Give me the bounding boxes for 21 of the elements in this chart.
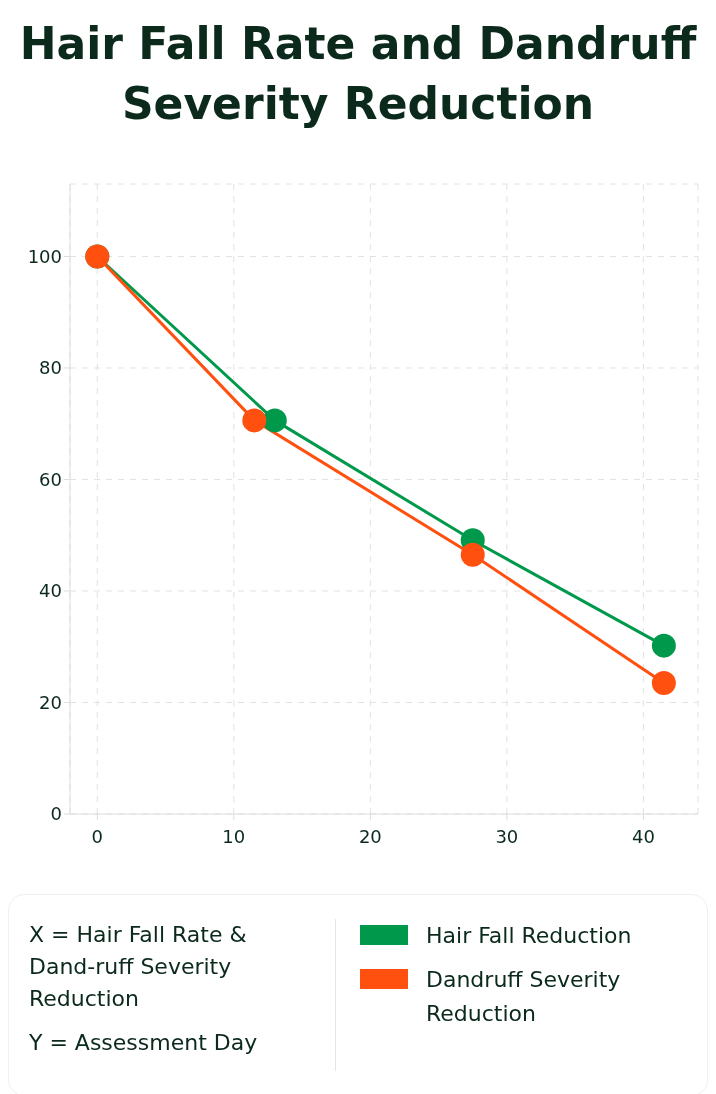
- x-tick-label: 30: [495, 825, 519, 847]
- legend-label: Dandruff Severity Reduction: [426, 966, 622, 1028]
- point: [651, 670, 676, 695]
- text: X = Hair Fall Rate & Dand-ruff Severity Reduction: [29, 921, 248, 1013]
- x-tick-label: 40: [631, 825, 655, 847]
- y-tick-label: 0: [50, 803, 62, 825]
- point: [651, 633, 676, 658]
- legend-label: Hair Fall Reduction: [426, 922, 632, 950]
- y-tick-label: 40: [39, 580, 62, 602]
- point: [262, 408, 287, 433]
- y-tick-label: 20: [39, 691, 62, 713]
- x-tick-label: 10: [222, 825, 246, 847]
- x-tick-label: 0: [91, 825, 104, 847]
- y-tick-label: 100: [27, 245, 62, 267]
- point: [242, 408, 267, 433]
- y-tick-label: 60: [39, 468, 62, 490]
- text: Y = Assessment Day: [29, 1029, 259, 1057]
- y-tick-label: 80: [39, 357, 62, 379]
- chart-title: Hair Fall Rate and Dandruff Severity Reduction: [18, 17, 698, 131]
- x-tick-label: 20: [358, 825, 382, 847]
- point: [460, 542, 485, 567]
